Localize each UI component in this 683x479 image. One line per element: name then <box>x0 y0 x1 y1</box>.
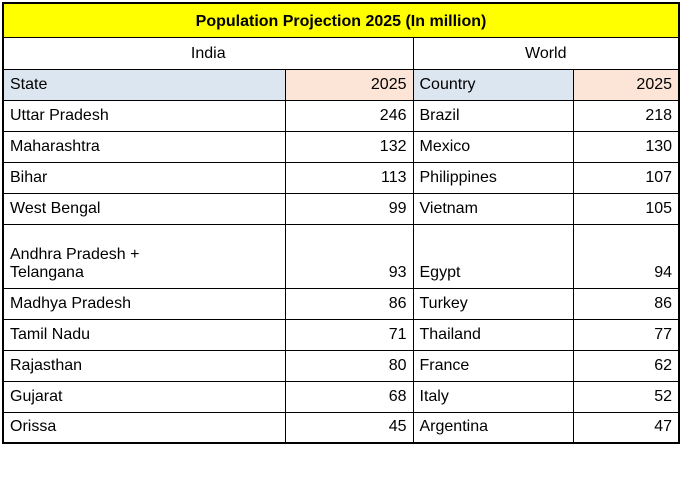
table-row: Tamil Nadu 71 Thailand 77 <box>2 318 680 351</box>
country-name: Egypt <box>412 223 574 289</box>
country-value: 94 <box>572 223 680 289</box>
column-header-state: State <box>2 68 286 101</box>
country-name: Turkey <box>412 287 574 320</box>
state-value: 99 <box>284 192 414 225</box>
spreadsheet-area: Population Projection 2025 (In million) … <box>2 2 681 444</box>
table-row: Andhra Pradesh + Telangana 93 Egypt 94 <box>2 223 680 289</box>
country-value: 218 <box>572 99 680 132</box>
country-name: Thailand <box>412 318 574 351</box>
state-value: 86 <box>284 287 414 320</box>
table-row: Madhya Pradesh 86 Turkey 86 <box>2 287 680 320</box>
table-title: Population Projection 2025 (In million) <box>2 2 680 38</box>
country-value: 62 <box>572 349 680 382</box>
state-value: 132 <box>284 130 414 163</box>
title-row: Population Projection 2025 (In million) <box>2 2 680 38</box>
state-value: 71 <box>284 318 414 351</box>
state-name: Bihar <box>2 161 286 194</box>
country-value: 47 <box>572 411 680 444</box>
table-row: Gujarat 68 Italy 52 <box>2 380 680 413</box>
state-name: Tamil Nadu <box>2 318 286 351</box>
country-name: France <box>412 349 574 382</box>
table-row: Maharashtra 132 Mexico 130 <box>2 130 680 163</box>
section-header-india: India <box>2 36 414 70</box>
country-value: 52 <box>572 380 680 413</box>
column-header-country: Country <box>412 68 574 101</box>
column-header-country-2025: 2025 <box>572 68 680 101</box>
state-name: Uttar Pradesh <box>2 99 286 132</box>
state-name: Madhya Pradesh <box>2 287 286 320</box>
country-value: 105 <box>572 192 680 225</box>
column-header-row: State 2025 Country 2025 <box>2 68 680 101</box>
state-name: West Bengal <box>2 192 286 225</box>
state-value: 45 <box>284 411 414 444</box>
country-name: Philippines <box>412 161 574 194</box>
state-value: 93 <box>284 223 414 289</box>
population-projection-table: Population Projection 2025 (In million) … <box>2 2 681 444</box>
table-row: Uttar Pradesh 246 Brazil 218 <box>2 99 680 132</box>
country-name: Vietnam <box>412 192 574 225</box>
country-value: 77 <box>572 318 680 351</box>
country-value: 130 <box>572 130 680 163</box>
table-row: Bihar 113 Philippines 107 <box>2 161 680 194</box>
country-name: Argentina <box>412 411 574 444</box>
state-name: Maharashtra <box>2 130 286 163</box>
table-row: West Bengal 99 Vietnam 105 <box>2 192 680 225</box>
state-name: Rajasthan <box>2 349 286 382</box>
state-name: Gujarat <box>2 380 286 413</box>
state-value: 68 <box>284 380 414 413</box>
table-row: Orissa 45 Argentina 47 <box>2 411 680 444</box>
state-name: Andhra Pradesh + Telangana <box>2 223 286 289</box>
country-name: Mexico <box>412 130 574 163</box>
country-name: Italy <box>412 380 574 413</box>
country-name: Brazil <box>412 99 574 132</box>
section-header-world: World <box>412 36 680 70</box>
country-value: 107 <box>572 161 680 194</box>
state-value: 246 <box>284 99 414 132</box>
state-name: Orissa <box>2 411 286 444</box>
column-header-state-2025: 2025 <box>284 68 414 101</box>
state-value: 80 <box>284 349 414 382</box>
table-row: Rajasthan 80 France 62 <box>2 349 680 382</box>
country-value: 86 <box>572 287 680 320</box>
state-value: 113 <box>284 161 414 194</box>
section-header-row: India World <box>2 36 680 70</box>
